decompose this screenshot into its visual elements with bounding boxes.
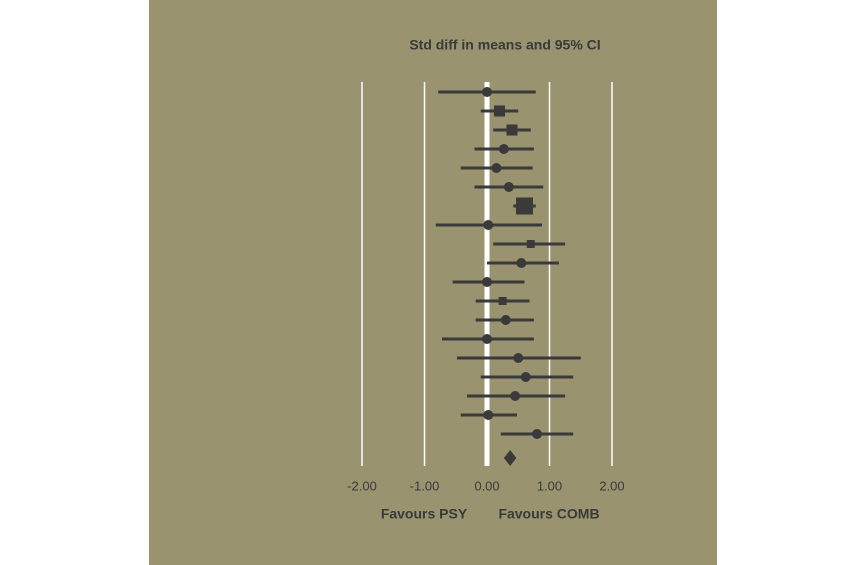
point-estimate — [482, 334, 492, 344]
point-estimate — [503, 182, 514, 192]
panel — [149, 0, 717, 565]
point-estimate — [482, 87, 492, 97]
x-tick-label: 2.00 — [599, 478, 624, 493]
x-tick-label: 1.00 — [537, 478, 562, 493]
x-tick-label: 0.00 — [474, 478, 499, 493]
point-estimate — [516, 197, 533, 215]
chart-title: Std diff in means and 95% CI — [409, 37, 600, 53]
point-estimate — [491, 163, 502, 173]
point-estimate — [482, 277, 492, 287]
x-tick-label: -2.00 — [347, 478, 377, 493]
point-estimate — [532, 429, 542, 439]
point-estimate — [483, 410, 494, 420]
point-estimate — [498, 144, 509, 154]
point-estimate — [513, 353, 524, 363]
summary-diamond — [503, 450, 517, 466]
right-label: Favours COMB — [498, 506, 599, 522]
point-estimate — [494, 105, 505, 117]
x-tick-label: -1.00 — [410, 478, 440, 493]
point-estimate — [483, 220, 494, 230]
left-label: Favours PSY — [381, 506, 468, 522]
point-estimate — [516, 258, 527, 268]
point-estimate — [520, 372, 531, 382]
point-estimate — [510, 391, 521, 401]
point-estimate — [498, 297, 507, 305]
point-estimate — [500, 315, 511, 325]
point-estimate — [526, 240, 535, 248]
point-estimate — [506, 124, 518, 136]
